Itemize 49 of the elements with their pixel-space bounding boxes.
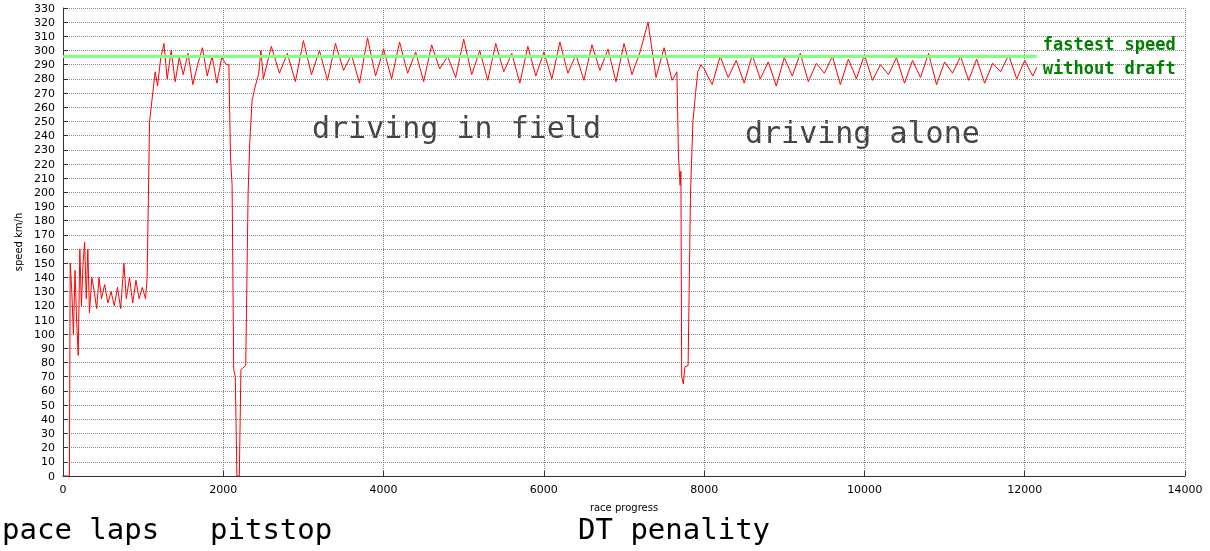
y-tick-label: 210: [34, 171, 55, 185]
x-tick-label: 14000: [1167, 483, 1203, 496]
y-tick-label: 100: [34, 327, 55, 341]
x-tick-label: 0: [59, 483, 67, 496]
y-axis-title: speed km/h: [12, 212, 24, 272]
y-tick-label: 30: [41, 426, 55, 440]
x-tick-label: 2000: [209, 483, 238, 496]
y-tick-label: 260: [34, 100, 55, 114]
y-tick-label: 310: [34, 29, 55, 43]
y-tick-label: 160: [34, 242, 55, 256]
y-tick-label: 230: [34, 143, 55, 157]
y-tick-label: 190: [34, 200, 55, 214]
y-tick-label: 270: [34, 86, 55, 100]
annotation: driving alone: [745, 114, 980, 150]
y-tick-label: 300: [34, 44, 55, 58]
x-tick-label: 12000: [1007, 483, 1043, 496]
x-tick-label: 6000: [529, 483, 558, 496]
y-tick-label: 20: [41, 441, 55, 455]
y-tick-label: 10: [41, 455, 55, 469]
x-tick-label: 10000: [846, 483, 882, 496]
x-tick-label: 4000: [369, 483, 398, 496]
y-tick-label: 130: [34, 285, 55, 299]
y-tick-label: 250: [34, 114, 55, 128]
y-tick-label: 0: [48, 469, 55, 483]
line-series: [62, 21, 1038, 477]
y-tick-label: 330: [34, 1, 55, 15]
x-tick-label: 8000: [690, 483, 719, 496]
y-tick-label: 110: [34, 313, 55, 327]
y-tick-label: 90: [41, 341, 55, 355]
y-tick-label: 240: [34, 129, 55, 143]
y-tick-label: 60: [41, 384, 55, 398]
y-tick-label: 170: [34, 228, 55, 242]
text: pitstop: [210, 511, 333, 546]
y-tick-label: 320: [34, 15, 55, 29]
y-tick-label: 180: [34, 214, 55, 228]
text: pace laps: [2, 511, 160, 546]
x-axis-title: race progress: [589, 501, 659, 513]
y-tick-label: 290: [34, 58, 55, 72]
y-tick-label: 80: [41, 356, 55, 370]
y-tick-label: 200: [34, 185, 55, 199]
y-tick-label: 220: [34, 157, 55, 171]
y-tick-label: 70: [41, 370, 55, 384]
y-tick-label: 280: [34, 72, 55, 86]
ref-line-label: fastest speed without draft: [1042, 34, 1187, 79]
y-tick-label: 140: [34, 270, 55, 284]
y-tick-label: 50: [41, 398, 55, 412]
y-tick-label: 120: [34, 299, 55, 313]
y-tick-label: 40: [41, 412, 55, 426]
y-tick-label: 150: [34, 256, 55, 270]
